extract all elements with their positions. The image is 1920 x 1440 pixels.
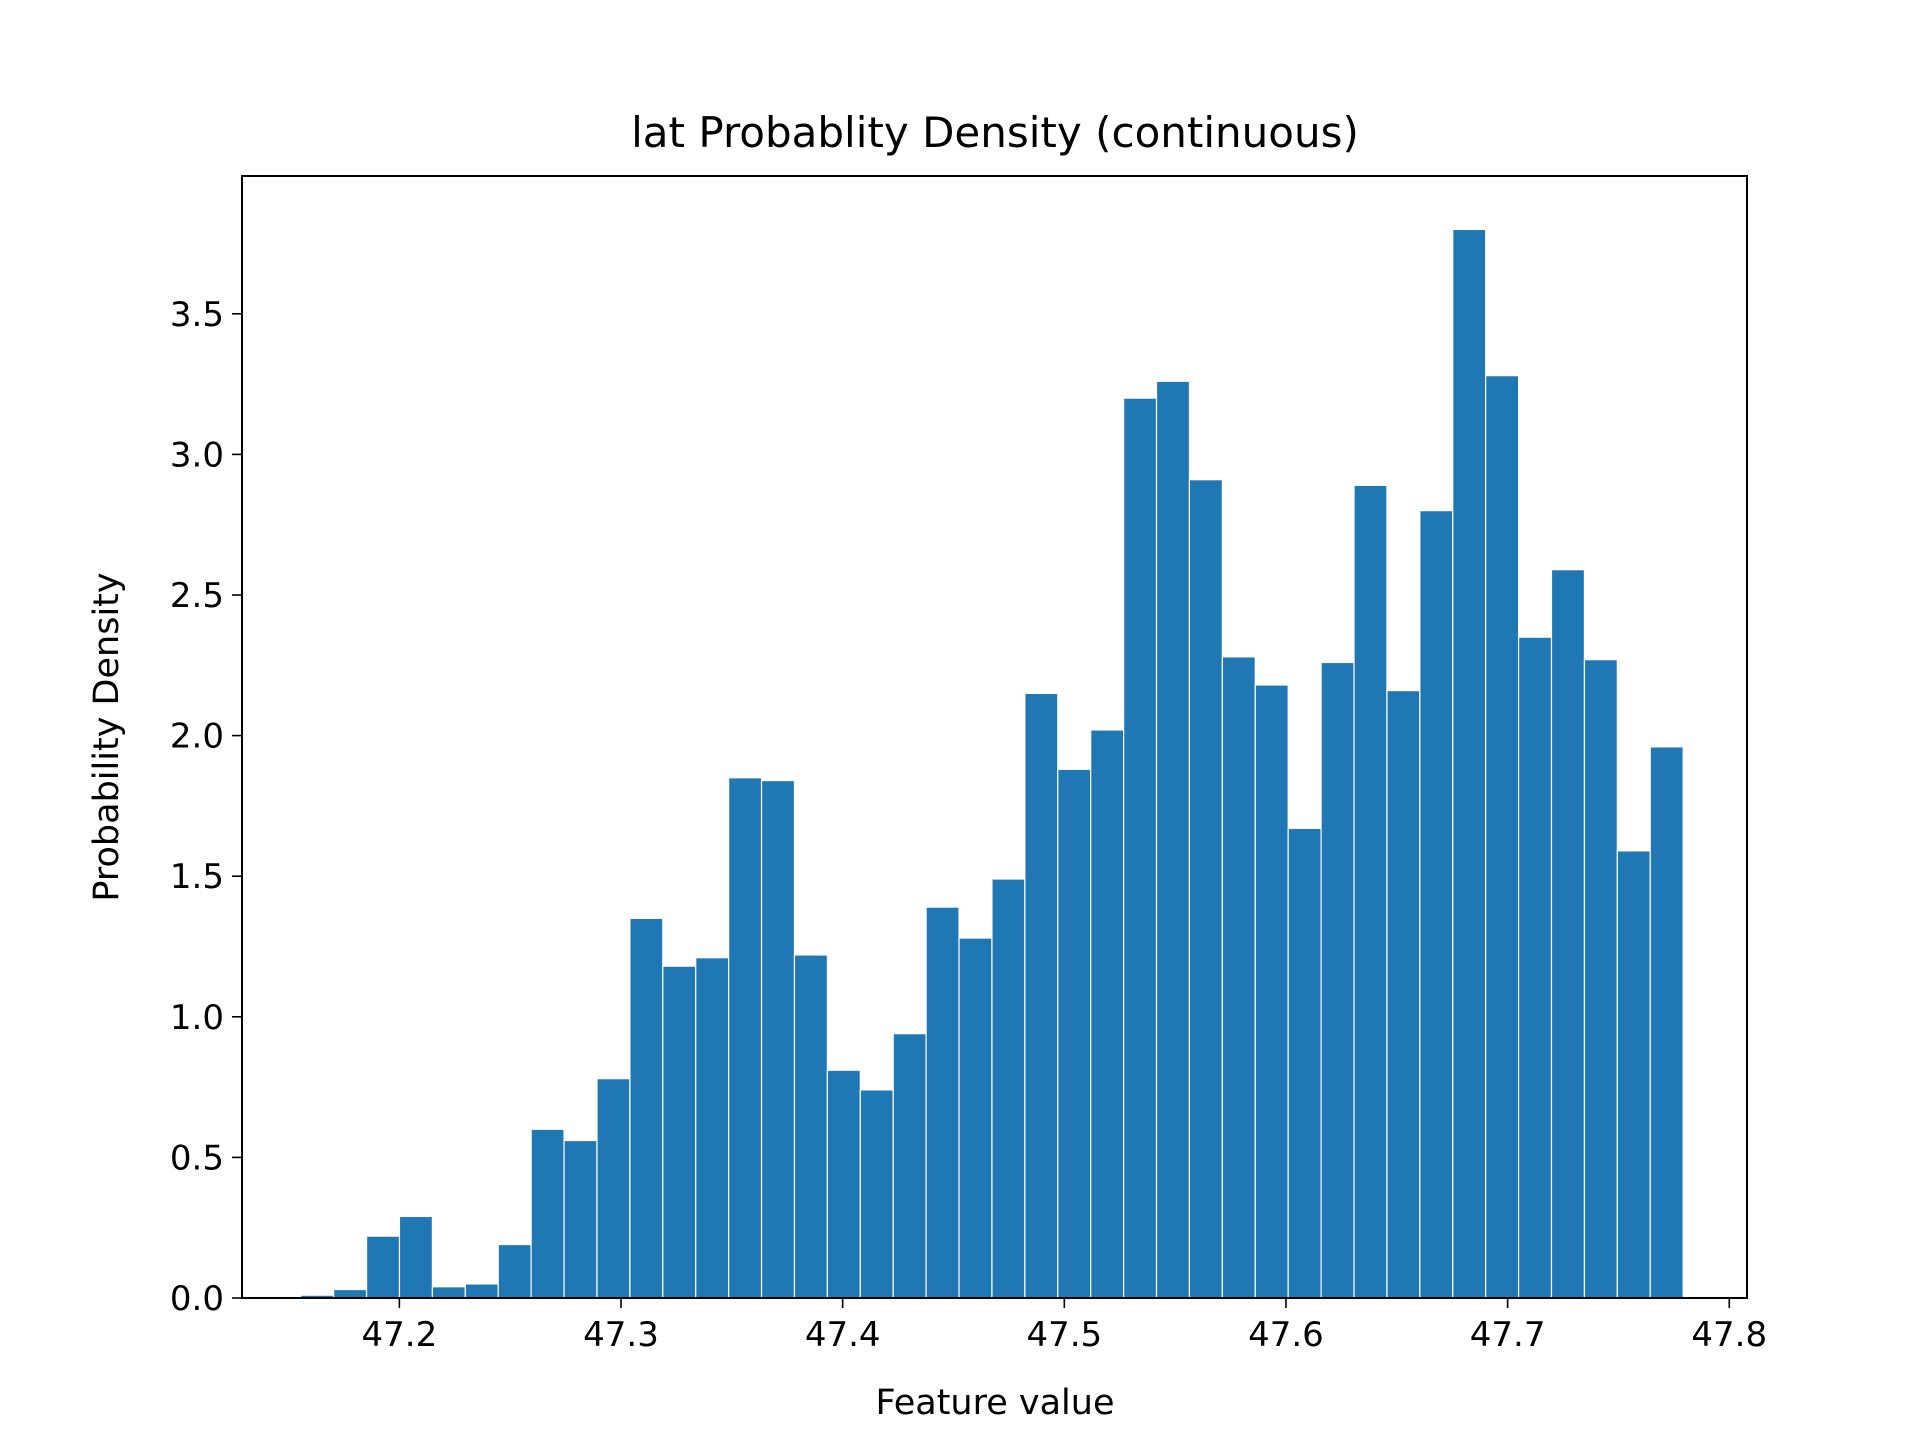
y-tick-label: 2.0	[170, 717, 224, 757]
x-tick-label: 47.5	[1026, 1315, 1102, 1355]
y-tick-label: 0.0	[170, 1279, 224, 1319]
histogram-bar	[1057, 768, 1092, 1299]
y-tick-label: 1.0	[170, 998, 224, 1038]
histogram-bar	[1649, 746, 1684, 1299]
histogram-bar	[728, 777, 763, 1299]
bars-group	[300, 228, 1684, 1299]
histogram-bar	[695, 957, 730, 1299]
histogram-bar	[629, 917, 664, 1299]
histogram-bar	[1320, 661, 1355, 1299]
histogram-bar	[497, 1243, 532, 1299]
histogram-bar	[1485, 375, 1520, 1299]
histogram-bar	[1550, 569, 1586, 1299]
histogram-bar	[1419, 510, 1454, 1299]
histogram-bar	[1386, 690, 1421, 1299]
histogram-bar	[991, 878, 1026, 1299]
y-tick-label: 1.5	[170, 857, 224, 897]
x-axis: 47.2 47.3 47.4 47.5 47.6 47.7 47.8	[362, 1298, 1767, 1355]
histogram-bar	[1221, 656, 1256, 1299]
histogram-bar	[892, 1033, 927, 1299]
x-tick-label: 47.6	[1248, 1315, 1324, 1355]
y-tick-label: 3.0	[170, 435, 224, 475]
histogram-bar	[464, 1283, 499, 1299]
histogram-bar	[1123, 397, 1158, 1299]
histogram-bar	[1188, 479, 1223, 1299]
histogram-bar	[1452, 228, 1487, 1299]
x-axis-label: Feature value	[876, 1383, 1115, 1423]
histogram-bar	[1616, 850, 1651, 1299]
histogram-bar	[793, 954, 828, 1299]
x-tick-label: 47.4	[805, 1315, 881, 1355]
histogram-bar	[431, 1286, 466, 1299]
histogram-bar	[563, 1139, 598, 1299]
x-tick-label: 47.8	[1691, 1315, 1767, 1355]
histogram-bar	[826, 1069, 861, 1299]
plot-frame	[241, 175, 1748, 1299]
x-tick-label: 47.3	[583, 1315, 659, 1355]
histogram-bar	[925, 906, 960, 1299]
histogram-bar	[1353, 484, 1388, 1299]
histogram-bar	[1583, 659, 1618, 1299]
histogram-bar	[333, 1288, 368, 1299]
histogram-bar	[859, 1089, 894, 1299]
histogram-bar	[1517, 636, 1553, 1299]
histogram-bar	[596, 1078, 631, 1299]
histogram-bar	[1155, 380, 1191, 1299]
y-axis: 0.0 0.5 1.0 1.5 2.0 2.5 3.0 3.5	[170, 295, 242, 1319]
x-tick-label: 47.7	[1470, 1315, 1546, 1355]
histogram-bar	[398, 1215, 433, 1299]
chart-title: lat Probablity Density (continuous)	[631, 108, 1359, 157]
histogram-bar	[365, 1235, 401, 1299]
histogram-bar	[1254, 684, 1289, 1299]
histogram-bar	[760, 779, 796, 1299]
x-tick-label: 47.2	[362, 1315, 438, 1355]
y-axis-label: Probability Density	[87, 572, 127, 901]
histogram-bar	[1090, 729, 1125, 1299]
y-tick-label: 3.5	[170, 295, 224, 335]
histogram-bar	[530, 1128, 565, 1299]
y-tick-label: 0.5	[170, 1138, 224, 1178]
histogram-bar	[1287, 827, 1322, 1299]
histogram-bar	[662, 965, 697, 1299]
histogram-bar	[958, 937, 993, 1299]
histogram-bar	[1024, 692, 1059, 1299]
y-tick-label: 2.5	[170, 576, 224, 616]
